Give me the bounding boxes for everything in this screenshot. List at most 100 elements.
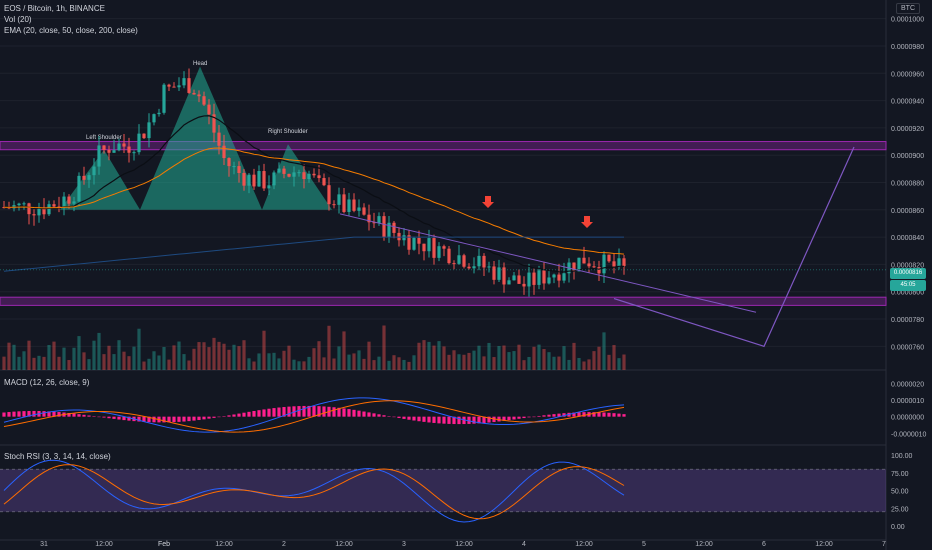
macd-histogram-bar [397,416,401,419]
macd-histogram-bar [117,416,121,420]
stoch-d-line [3,464,625,520]
macd-histogram-bar [347,409,351,417]
macd-histogram-bar [282,407,286,417]
candle-body [542,270,546,284]
volume-bar [517,344,521,370]
macd-histogram-bar [522,416,526,419]
time-tick-label: 12:00 [695,541,713,548]
volume-bar [587,359,591,370]
macd-histogram-bar [22,411,26,417]
candle-body [297,172,301,174]
volume-bar [352,353,356,370]
stoch-legend[interactable]: Stoch RSI (3, 3, 14, 14, close) [4,452,111,461]
macd-histogram-bar [612,413,616,417]
candle-body [572,262,576,272]
ema200-line [3,236,624,272]
candle-body [82,175,86,180]
candle-body [247,174,251,186]
stoch-tick-label: 100.00 [891,453,913,460]
volume-bar [537,344,541,370]
time-tick-label: 3 [402,541,406,548]
stoch-tick-label: 50.00 [891,489,909,496]
candle-body [522,283,526,287]
candle-body [52,204,56,207]
symbol-legend[interactable]: EOS / Bitcoin, 1h, BINANCE [4,4,105,13]
macd-histogram-bar [267,408,271,417]
volume-bar [177,341,181,370]
macd-histogram-bar [247,411,251,417]
resistance-zone [0,141,887,151]
candle-body [407,235,411,250]
macd-legend[interactable]: MACD (12, 26, close, 9) [4,378,90,387]
volume-bar [277,358,281,370]
volume-bar [297,361,301,370]
macd-histogram-bar [192,416,196,421]
candle-body [72,201,76,204]
volume-bar [512,351,516,370]
macd-histogram-bar [227,415,231,417]
candle-body [162,84,166,113]
macd-histogram-bar [142,416,146,422]
macd-histogram-bar [77,414,81,417]
macd-histogram-bar [372,413,376,417]
macd-histogram-bar [592,412,596,417]
ema-legend[interactable]: EMA (20, close, 50, close, 200, close) [4,26,138,35]
volume-bar [202,342,206,370]
time-tick-label: 31 [40,541,48,548]
volume-bar [402,359,406,370]
volume-bar [282,350,286,370]
macd-histogram-bar [2,412,6,417]
macd-histogram-bar [417,416,421,422]
currency-tag[interactable]: BTC [896,3,920,14]
candle-body [262,171,266,189]
candle-body [312,173,316,176]
candle-body [337,194,341,205]
volume-bar [427,341,431,370]
macd-histogram-bar [92,416,96,417]
stoch-k-line [3,459,625,523]
volume-bar [197,342,201,370]
volume-bar [482,356,486,370]
volume-bar [387,360,391,370]
volume-bar [172,345,176,370]
volume-bar [542,349,546,370]
candle-body [577,257,581,272]
candle-body [487,266,491,268]
macd-histogram-bar [487,416,491,423]
volume-bar [242,340,246,370]
volume-bar [147,358,151,370]
macd-histogram-bar [297,406,301,417]
volume-bar [107,345,111,370]
volume-bar [432,345,436,370]
price-tick-label: 0.0000960 [891,71,924,78]
volume-bar [347,354,351,370]
volume-bar [302,361,306,370]
macd-histogram-bar [532,416,536,418]
macd-histogram-bar [147,416,151,423]
macd-histogram-bar [187,416,191,422]
volume-bar [582,361,586,370]
volume-bar [392,355,396,370]
volume-bar [502,345,506,370]
macd-histogram-bar [432,416,436,423]
volume-bar [447,354,451,370]
volume-bar [247,358,251,370]
countdown-badge: 45:05 [890,280,926,291]
candle-body [387,222,391,237]
candle-body [547,277,551,284]
volume-bar [462,354,466,370]
macd-histogram-bar [527,416,531,418]
macd-histogram-bar [392,416,396,418]
volume-bar [122,351,126,370]
volume-bar [142,361,146,370]
stoch-tick-label: 75.00 [891,471,909,478]
macd-histogram-bar [547,414,551,417]
candle-body [372,222,376,224]
candle-body [87,175,91,180]
candle-body [347,199,351,212]
volume-legend[interactable]: Vol (20) [4,15,32,24]
macd-histogram-bar [287,406,291,417]
macd-histogram-bar [512,416,516,420]
macd-histogram-bar [537,415,541,417]
